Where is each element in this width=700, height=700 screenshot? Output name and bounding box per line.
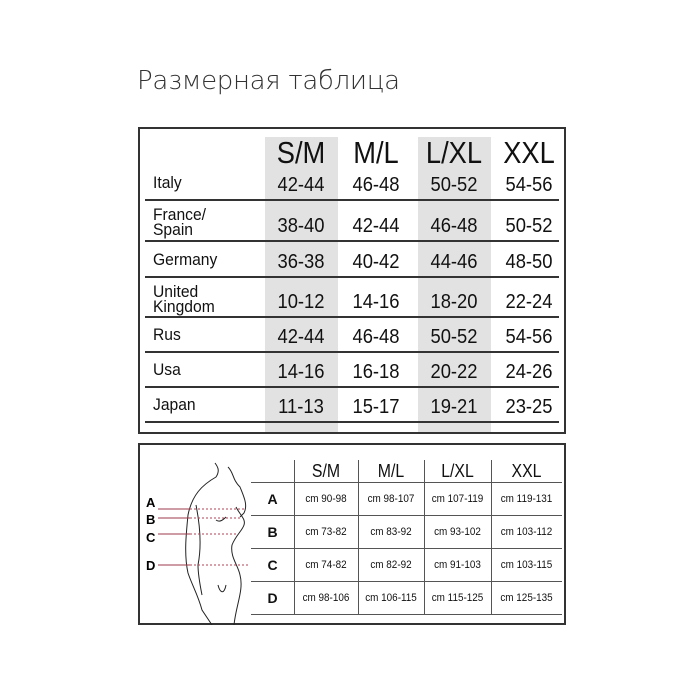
row-divider <box>251 515 562 516</box>
size-value: 38-40 <box>277 215 325 237</box>
size-value: 50-52 <box>430 326 478 348</box>
row-divider <box>145 276 559 278</box>
measure-header: S/M <box>311 461 341 481</box>
country-label: United Kingdom <box>153 282 215 316</box>
measure-value: cm 74-82 <box>305 559 347 571</box>
figure-label: A <box>146 495 156 510</box>
size-value: 22-24 <box>505 291 553 313</box>
size-value: 44-46 <box>430 251 478 273</box>
column-divider <box>294 460 295 615</box>
page-title: Размерная таблица <box>137 66 400 96</box>
country-label: Usa <box>153 360 181 379</box>
country-label: Italy <box>153 173 182 192</box>
size-value: 54-56 <box>505 174 553 196</box>
measure-row-label: C <box>267 557 278 573</box>
row-divider <box>145 199 559 201</box>
size-value: 20-22 <box>430 361 478 383</box>
size-value: 50-52 <box>430 174 478 196</box>
measure-value: cm 93-102 <box>434 526 481 538</box>
row-divider <box>251 614 562 615</box>
size-value: 23-25 <box>505 396 553 418</box>
measure-value: cm 103-112 <box>500 526 553 538</box>
column-divider <box>424 460 425 615</box>
row-divider <box>251 548 562 549</box>
row-divider <box>145 386 559 388</box>
country-label: Japan <box>153 395 196 414</box>
size-value: 54-56 <box>505 326 553 348</box>
size-value: 18-20 <box>430 291 478 313</box>
size-header: XXL <box>503 135 555 170</box>
measure-value: cm 90-98 <box>305 493 347 505</box>
size-value: 24-26 <box>505 361 553 383</box>
shaded-column-sm <box>265 137 338 432</box>
country-label: France/ Spain <box>153 205 207 239</box>
size-value: 10-12 <box>277 291 325 313</box>
size-conversion-table: S/M M/L L/XL XXL Italy 42-44 46-48 50-52 54-56 Fr… <box>138 127 566 434</box>
country-label: Rus <box>153 325 181 344</box>
measure-value: cm 107-119 <box>431 493 484 505</box>
size-value: 48-50 <box>505 251 553 273</box>
shaded-column-lxl <box>418 137 491 432</box>
figure-label: D <box>146 558 155 573</box>
size-value: 40-42 <box>352 251 400 273</box>
row-divider <box>251 482 562 483</box>
measure-value: cm 106-115 <box>365 592 417 604</box>
size-value: 46-48 <box>352 174 400 196</box>
size-value: 14-16 <box>352 291 400 313</box>
measure-value: cm 83-92 <box>370 526 412 538</box>
measure-value: cm 91-103 <box>434 559 481 571</box>
row-divider <box>145 316 559 318</box>
size-value: 36-38 <box>277 251 325 273</box>
size-value: 46-48 <box>352 326 400 348</box>
row-divider <box>145 240 559 242</box>
measure-header: M/L <box>377 461 405 481</box>
measure-header: L/XL <box>441 461 474 481</box>
measure-header: XXL <box>511 461 542 481</box>
measure-value: cm 98-107 <box>367 493 415 505</box>
measure-row-label: D <box>267 590 278 606</box>
measure-value: cm 73-82 <box>305 526 347 538</box>
size-value: 16-18 <box>352 361 400 383</box>
size-header: M/L <box>353 135 399 170</box>
measure-value: cm 115-125 <box>431 592 484 604</box>
country-label: Germany <box>153 250 218 269</box>
row-divider <box>251 581 562 582</box>
measure-value: cm 82-92 <box>370 559 412 571</box>
figure-label: C <box>146 530 156 545</box>
size-value: 50-52 <box>505 215 553 237</box>
column-divider <box>491 460 492 615</box>
measure-row-label: B <box>267 524 278 540</box>
size-value: 42-44 <box>277 174 325 196</box>
row-divider <box>145 421 559 423</box>
size-header: S/M <box>276 135 326 170</box>
size-value: 11-13 <box>278 396 324 418</box>
size-value: 42-44 <box>277 326 325 348</box>
row-divider <box>145 351 559 353</box>
size-value: 42-44 <box>352 215 400 237</box>
measure-row-label: A <box>267 491 278 507</box>
size-value: 15-17 <box>352 396 400 418</box>
size-value: 19-21 <box>430 396 478 418</box>
figure-label: B <box>146 512 155 527</box>
column-divider <box>358 460 359 615</box>
size-value: 14-16 <box>277 361 325 383</box>
measure-value: cm 119-131 <box>500 493 553 505</box>
measure-value: cm 98-106 <box>302 592 350 604</box>
measure-value: cm 103-115 <box>500 559 553 571</box>
size-header: L/XL <box>425 135 483 170</box>
size-value: 46-48 <box>430 215 478 237</box>
measure-value: cm 125-135 <box>500 592 553 604</box>
